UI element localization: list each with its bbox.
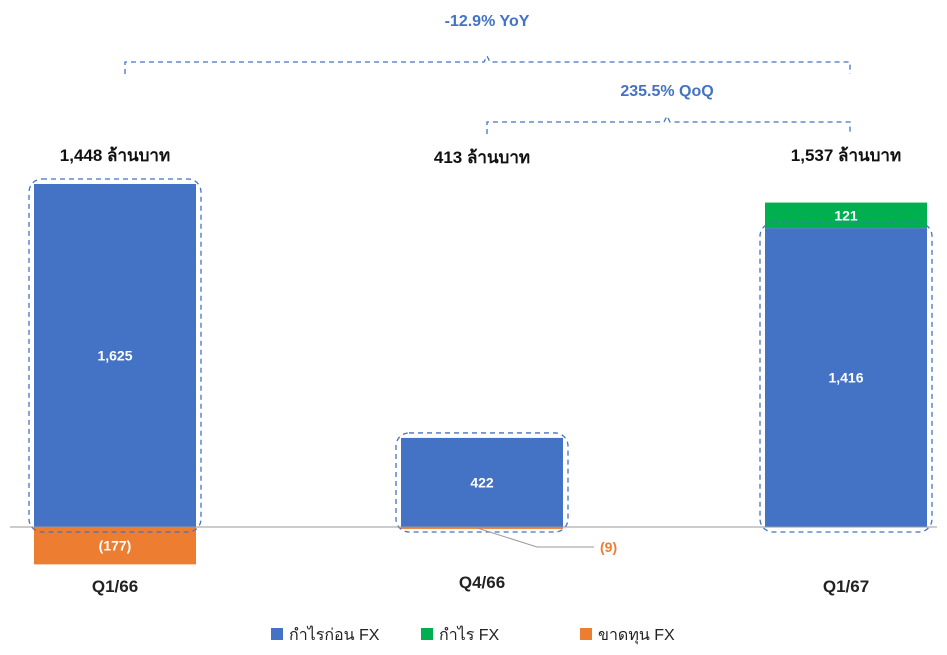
qoq-bracket xyxy=(486,114,851,134)
highlight-outline-q4-66 xyxy=(395,432,569,533)
bar-fx-loss-q1-66 xyxy=(34,527,196,565)
value-label-fx-loss-q4-66: (9) xyxy=(600,539,617,555)
comparison-annotations: -12.9% YoY 235.5% QoQ xyxy=(124,13,851,134)
legend-swatch-fx-loss xyxy=(580,628,592,640)
callout-line-fx-loss-q4-66 xyxy=(476,527,594,548)
value-label-fx-loss-q1-66: (177) xyxy=(99,538,132,554)
legend-label-fx-loss: ขาดทุน FX xyxy=(598,627,675,645)
total-label-q1-67: 1,537 ล้านบาท xyxy=(791,146,901,165)
value-label-profit-before-fx-q4-66: 422 xyxy=(470,474,494,490)
total-label-q1-66: 1,448 ล้านบาท xyxy=(60,146,170,165)
category-label-q1-67: Q1/67 xyxy=(823,577,869,596)
legend-swatch-fx-gain xyxy=(421,628,433,640)
bar-fx-loss-q4-66 xyxy=(401,527,563,529)
highlight-outline-q1-66 xyxy=(28,178,202,533)
bar-profit-before-fx-q1-67 xyxy=(765,228,927,527)
category-label-q4-66: Q4/66 xyxy=(459,573,505,592)
bar-profit-before-fx-q1-66 xyxy=(34,184,196,527)
bar-profit-before-fx-q4-66 xyxy=(401,437,563,527)
value-label-profit-before-fx-q1-66: 1,625 xyxy=(97,348,132,364)
legend-swatch-profit-before-fx xyxy=(271,628,283,640)
value-label-fx-gain-q1-67: 121 xyxy=(834,207,858,223)
bars xyxy=(28,178,933,565)
total-label-q4-66: 413 ล้านบาท xyxy=(434,148,530,167)
yoy-change-label: -12.9% YoY xyxy=(445,13,530,30)
value-label-profit-before-fx-q1-67: 1,416 xyxy=(828,370,863,386)
legend: กำไรก่อน FX กำไร FX ขาดทุน FX xyxy=(271,625,675,645)
bar-fx-gain-q1-67 xyxy=(765,202,927,229)
yoy-bracket xyxy=(124,54,851,74)
qoq-change-label: 235.5% QoQ xyxy=(620,83,713,100)
legend-label-profit-before-fx: กำไรก่อน FX xyxy=(289,625,380,644)
total-labels: 1,448 ล้านบาท 413 ล้านบาท 1,537 ล้านบาท xyxy=(60,146,901,167)
category-label-q1-66: Q1/66 xyxy=(92,577,138,596)
category-labels: Q1/66 Q4/66 Q1/67 xyxy=(92,573,869,596)
highlight-outline-q1-67 xyxy=(759,222,933,533)
legend-label-fx-gain: กำไร FX xyxy=(439,625,500,644)
value-labels: 1,625 (177) 422 (9) 1,416 121 xyxy=(97,207,863,555)
